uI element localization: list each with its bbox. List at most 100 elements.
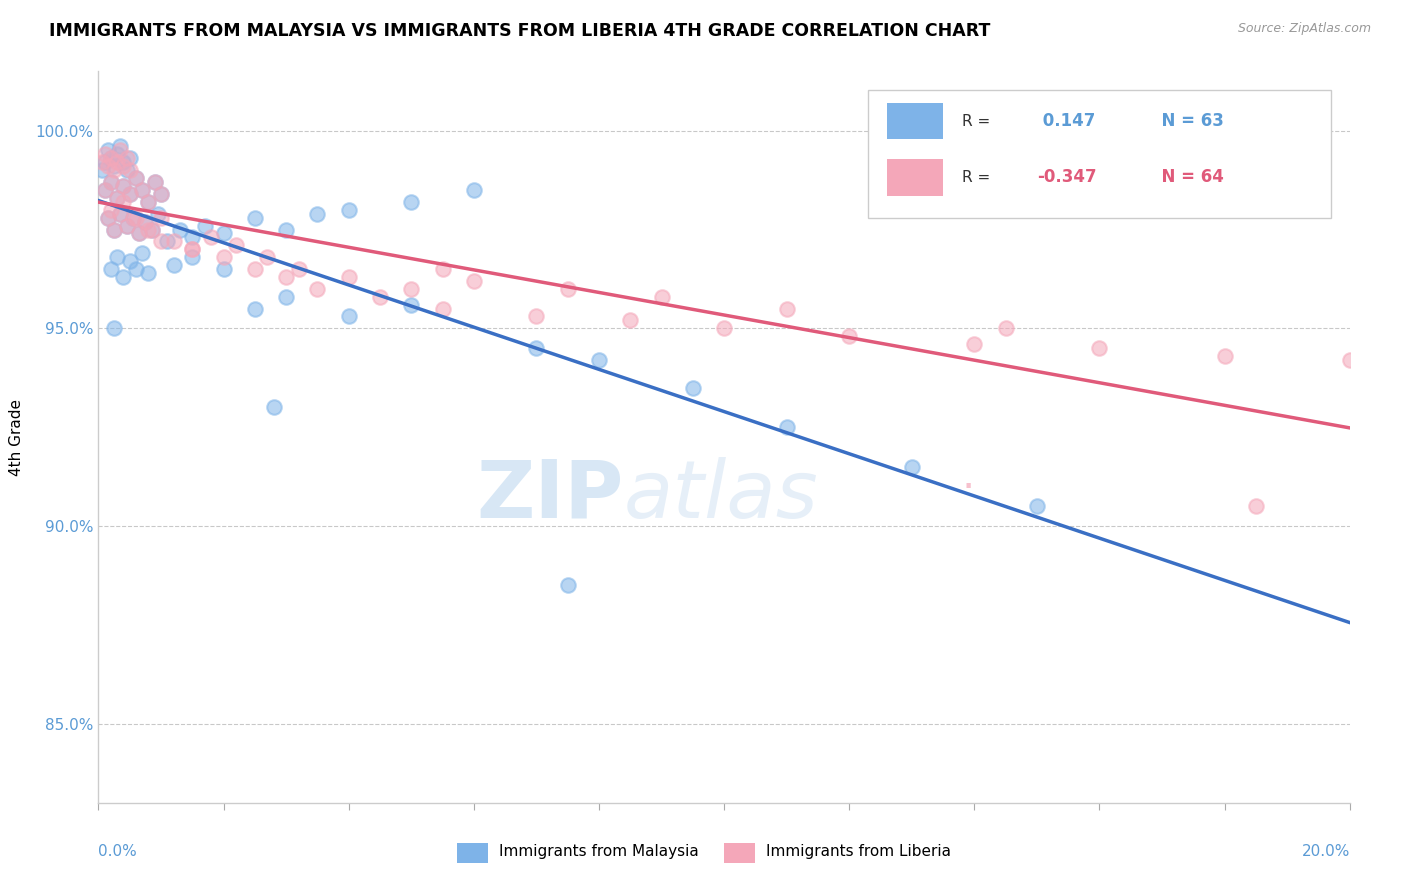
Point xyxy=(93,155,115,169)
Point xyxy=(100,202,122,217)
Bar xyxy=(868,89,1331,218)
Point xyxy=(100,152,122,166)
Point xyxy=(131,246,153,260)
Text: 0.147: 0.147 xyxy=(1038,112,1095,130)
Text: Immigrants from Liberia: Immigrants from Liberia xyxy=(766,845,952,859)
Point xyxy=(263,401,285,415)
Point xyxy=(103,321,125,335)
Text: ZIP: ZIP xyxy=(477,457,624,534)
Point xyxy=(401,194,423,209)
Point xyxy=(463,274,485,288)
Point xyxy=(115,219,138,233)
Point xyxy=(110,207,132,221)
Point xyxy=(337,269,360,284)
Point xyxy=(103,222,125,236)
Point xyxy=(307,282,329,296)
Point xyxy=(128,227,150,241)
Point xyxy=(131,183,153,197)
Point xyxy=(401,282,423,296)
Text: 0.0%: 0.0% xyxy=(98,845,138,860)
Point xyxy=(150,186,173,201)
Point xyxy=(115,219,138,233)
Point xyxy=(307,207,329,221)
Point xyxy=(368,290,391,304)
Point xyxy=(156,235,179,249)
Y-axis label: 4th Grade: 4th Grade xyxy=(10,399,24,475)
Point xyxy=(128,227,150,241)
Point xyxy=(118,152,141,166)
Point xyxy=(125,262,148,277)
Point xyxy=(432,262,454,277)
Point xyxy=(138,266,160,280)
Point xyxy=(105,155,128,169)
Text: ·: · xyxy=(962,467,974,509)
Point xyxy=(134,214,156,228)
Point xyxy=(526,310,548,324)
Point xyxy=(181,250,204,264)
Point xyxy=(103,222,125,236)
Point xyxy=(900,459,922,474)
Text: R =: R = xyxy=(962,113,990,128)
Point xyxy=(274,290,298,304)
Point xyxy=(1026,500,1049,514)
Point xyxy=(650,290,672,304)
Point xyxy=(776,301,799,316)
Point xyxy=(169,222,191,236)
Point xyxy=(131,183,153,197)
Point xyxy=(112,159,135,173)
Point xyxy=(118,163,141,178)
Point xyxy=(112,179,135,194)
Point xyxy=(150,186,173,201)
Bar xyxy=(887,103,943,139)
Point xyxy=(713,321,735,335)
Point xyxy=(274,222,298,236)
Point xyxy=(100,175,122,189)
Point xyxy=(121,211,143,225)
Point xyxy=(112,155,135,169)
Point xyxy=(588,353,610,368)
Point xyxy=(105,250,128,264)
Point xyxy=(112,194,135,209)
Point xyxy=(103,159,125,173)
Point xyxy=(97,159,120,173)
Point xyxy=(93,147,115,161)
Point xyxy=(125,171,148,186)
Text: R =: R = xyxy=(962,169,990,185)
Point xyxy=(776,420,799,434)
Point xyxy=(619,313,641,327)
Point xyxy=(115,163,138,178)
Point xyxy=(105,191,128,205)
Point xyxy=(97,211,120,225)
Point xyxy=(243,301,266,316)
Point xyxy=(93,183,115,197)
Point xyxy=(141,222,163,236)
Point xyxy=(526,341,548,355)
Point xyxy=(138,194,160,209)
Point xyxy=(1213,349,1236,363)
Point xyxy=(557,578,579,592)
Point xyxy=(181,242,204,256)
Point xyxy=(212,250,235,264)
Point xyxy=(138,222,160,236)
Point xyxy=(90,155,112,169)
Point xyxy=(143,175,166,189)
Point xyxy=(838,329,860,343)
Point xyxy=(963,337,986,351)
Point xyxy=(557,282,579,296)
Point xyxy=(1339,353,1361,368)
Point xyxy=(143,175,166,189)
Point xyxy=(118,186,141,201)
Text: N = 64: N = 64 xyxy=(1150,169,1223,186)
Point xyxy=(115,152,138,166)
Point xyxy=(118,254,141,268)
Point xyxy=(200,230,222,244)
Point xyxy=(100,262,122,277)
Point xyxy=(110,207,132,221)
Text: N = 63: N = 63 xyxy=(1150,112,1223,130)
Point xyxy=(150,211,173,225)
Point xyxy=(682,381,704,395)
Point xyxy=(134,214,156,228)
Point xyxy=(146,207,169,221)
Point xyxy=(105,191,128,205)
Point xyxy=(243,262,266,277)
